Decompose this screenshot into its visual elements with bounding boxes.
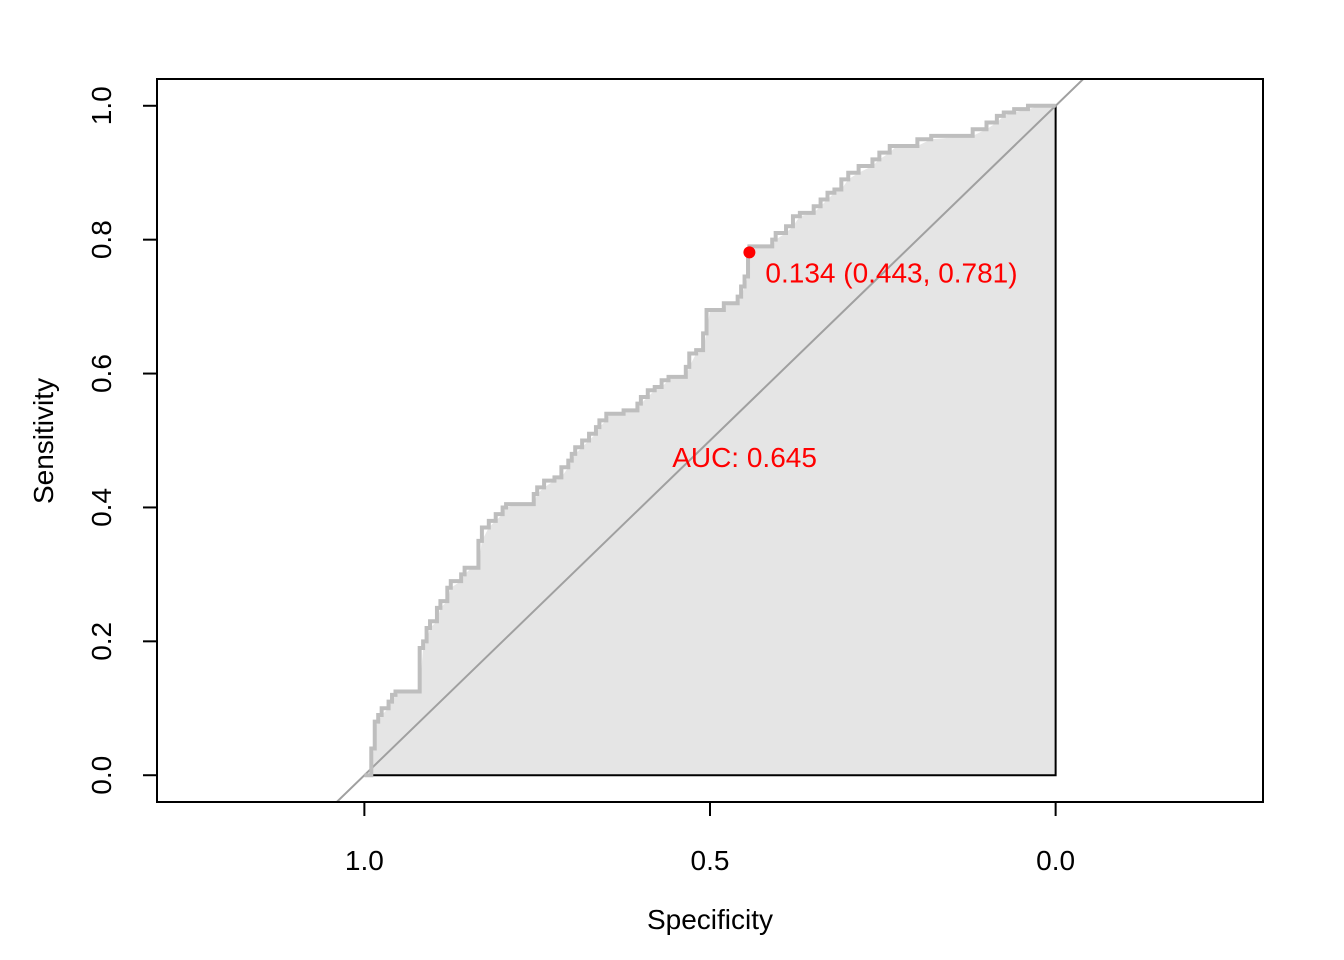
y-tick-label: 0.6: [86, 354, 117, 393]
x-tick-label: 1.0: [345, 845, 384, 876]
threshold-point: [743, 246, 756, 259]
y-tick-label: 0.2: [86, 622, 117, 661]
y-tick-label: 0.0: [86, 756, 117, 795]
reference-diagonal-line: [335, 79, 1085, 802]
y-axis-title: Sensitivity: [28, 378, 59, 504]
annotation-layer: 0.134 (0.443, 0.781) AUC: 0.645: [672, 246, 1018, 473]
plot-area-layer: [335, 79, 1085, 802]
x-axis-title: Specificity: [647, 904, 773, 935]
auc-label: AUC: 0.645: [672, 442, 817, 473]
y-tick-label: 1.0: [86, 86, 117, 125]
y-tick-label: 0.4: [86, 488, 117, 527]
x-tick-label: 0.5: [691, 845, 730, 876]
axes-layer: 1.0 0.5 0.0 0.0 0.2 0.4 0.6 0.8 1.0: [86, 86, 1075, 876]
y-tick-label: 0.8: [86, 220, 117, 259]
roc-curve-line: [364, 103, 1056, 778]
roc-area-border: [364, 105, 1057, 777]
threshold-label: 0.134 (0.443, 0.781): [765, 257, 1017, 288]
x-tick-label: 0.0: [1036, 845, 1075, 876]
